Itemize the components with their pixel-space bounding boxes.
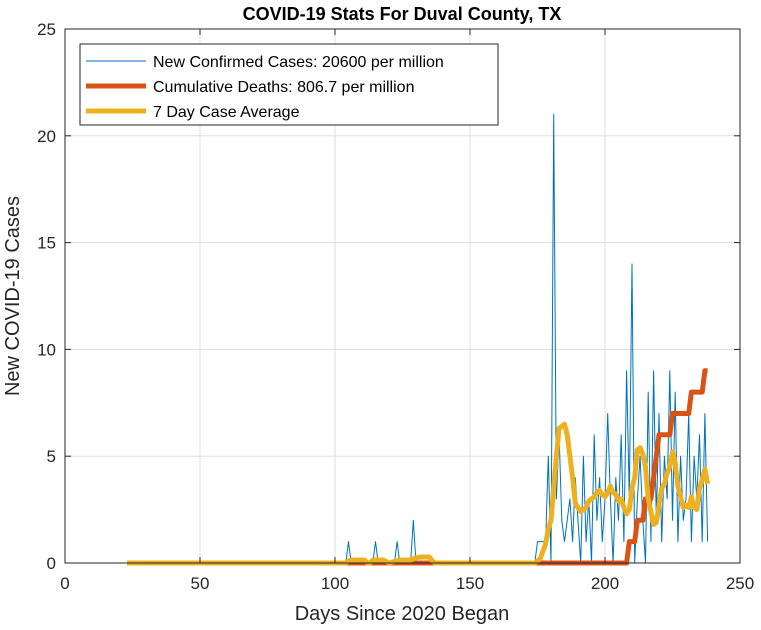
y-tick-label: 5 — [47, 447, 56, 466]
x-tick-label: 0 — [60, 574, 69, 593]
x-tick-label: 150 — [456, 574, 484, 593]
legend-label-7-day-average: 7 Day Case Average — [153, 104, 300, 121]
y-tick-label: 20 — [37, 127, 56, 146]
series-line-7-day-average — [127, 421, 711, 566]
legend-box — [79, 43, 499, 126]
x-tick-label: 250 — [726, 574, 754, 593]
y-tick-labels: 0 5 10 15 20 25 — [37, 20, 56, 573]
legend: New Confirmed Cases: 20600 per million C… — [79, 43, 499, 126]
series-layer — [127, 113, 711, 566]
series-line-new-cases — [127, 113, 709, 564]
x-tick-label: 100 — [321, 574, 349, 593]
legend-label-cumulative-deaths: Cumulative Deaths: 806.7 per million — [153, 79, 414, 96]
tick-marks — [64, 28, 741, 564]
x-axis-label: Days Since 2020 Began — [295, 603, 510, 625]
x-tick-labels: 0 50 100 150 200 250 — [60, 574, 754, 593]
y-tick-label: 25 — [37, 20, 56, 39]
x-tick-label: 50 — [191, 574, 210, 593]
plot-frame — [64, 28, 741, 564]
x-tick-label: 200 — [591, 574, 619, 593]
y-tick-label: 15 — [37, 234, 56, 253]
y-axis-label: New COVID-19 Cases — [2, 196, 24, 396]
chart-title: COVID-19 Stats For Duval County, TX — [243, 4, 562, 24]
series-line-cumulative-deaths — [127, 368, 708, 566]
legend-label-new-cases: New Confirmed Cases: 20600 per million — [153, 54, 444, 71]
y-tick-label: 10 — [37, 340, 56, 359]
y-tick-label: 0 — [47, 554, 56, 573]
